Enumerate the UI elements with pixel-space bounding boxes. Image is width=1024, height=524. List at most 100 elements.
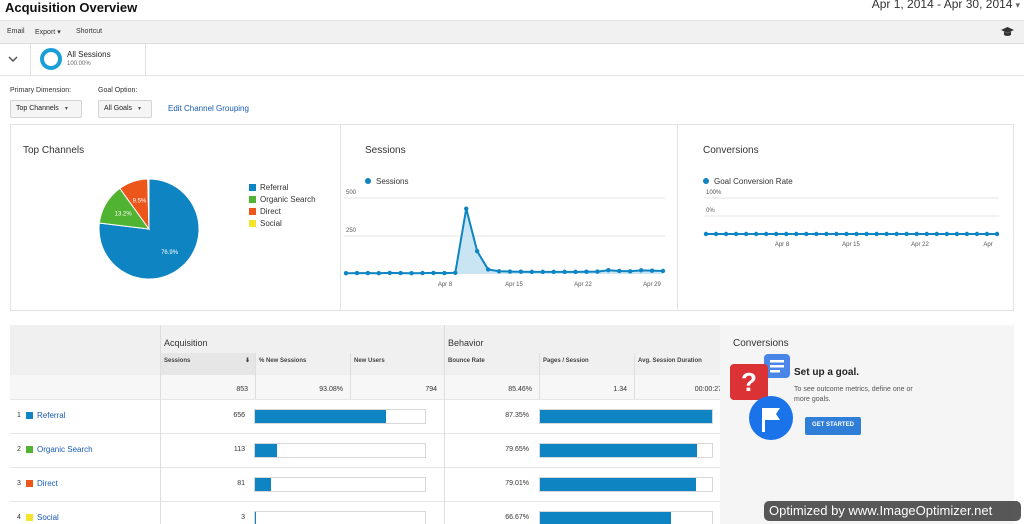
channel-link[interactable]: Direct [37,479,58,488]
data-point[interactable] [660,268,666,274]
data-point[interactable] [606,268,611,273]
column-header-bounce-rate[interactable]: Bounce Rate [444,353,539,375]
data-point[interactable] [518,269,524,274]
data-point[interactable] [649,268,655,273]
data-point[interactable] [343,271,349,276]
data-point[interactable] [924,231,929,237]
data-point[interactable] [713,231,719,237]
row-swatch [26,412,33,419]
date-range-picker[interactable]: Apr 1, 2014 - Apr 30, 2014 ▾ [872,0,1020,11]
data-point[interactable] [638,268,644,273]
data-point[interactable] [584,269,589,274]
data-point[interactable] [954,231,960,237]
data-point[interactable] [874,231,879,237]
sessions-value: 81 [237,480,245,487]
svg-text:?: ? [741,367,757,397]
column-header-pages-session[interactable]: Pages / Session [539,353,634,375]
column-header-avg-duration[interactable]: Avg. Session Duration [634,353,720,375]
edit-channel-grouping-link[interactable]: Edit Channel Grouping [168,104,249,113]
chevron-down-icon[interactable] [6,53,20,65]
data-point[interactable] [733,231,739,237]
data-point[interactable] [794,231,799,237]
primary-dimension-dropdown[interactable]: Top Channels ▾ [10,100,82,118]
data-point[interactable] [764,231,769,237]
goal-option-dropdown[interactable]: All Goals ▾ [98,100,152,118]
data-point[interactable] [365,270,371,276]
column-divider [160,325,161,524]
column-header-new-users[interactable]: New Users [350,353,444,375]
channel-link[interactable]: Social [37,513,59,522]
data-point[interactable] [784,231,789,237]
data-point[interactable] [529,269,535,275]
data-point[interactable] [914,231,919,237]
data-point[interactable] [774,231,779,237]
data-point[interactable] [474,249,480,254]
data-point[interactable] [485,267,491,272]
data-point[interactable] [496,269,502,274]
data-point[interactable] [884,231,889,237]
data-point[interactable] [824,231,829,237]
data-point[interactable] [551,269,556,275]
data-point[interactable] [934,231,939,237]
bounce-rate-value: 79.65% [505,446,529,453]
data-point[interactable] [703,231,709,237]
data-point[interactable] [628,269,633,274]
export-button[interactable]: Export ▾ [35,28,61,36]
data-point[interactable] [617,268,622,274]
graduation-cap-icon[interactable] [1001,26,1014,38]
sessions-value: 113 [233,446,245,453]
data-point[interactable] [398,270,403,276]
data-point[interactable] [974,231,980,237]
data-point[interactable] [984,231,990,237]
data-point[interactable] [431,270,436,276]
channel-link[interactable]: Organic Search [37,445,93,454]
data-point[interactable] [354,270,360,276]
data-point[interactable] [453,270,458,275]
data-point[interactable] [834,231,839,237]
column-header-new-sessions[interactable]: % New Sessions [255,353,350,375]
data-point[interactable] [814,231,819,237]
data-point[interactable] [420,270,425,276]
data-point[interactable] [964,231,970,237]
data-point[interactable] [723,231,729,237]
sessions-bar-fill [255,410,386,423]
table-header-blank [10,353,160,375]
legend-swatch [249,184,256,191]
data-point[interactable] [387,270,392,276]
get-started-button[interactable]: GET STARTED [805,417,861,435]
pie-slice-referral[interactable] [98,178,200,280]
series-line [345,208,664,275]
data-point[interactable] [844,231,849,237]
data-point[interactable] [442,270,447,276]
data-point[interactable] [595,269,600,274]
column-header-sessions[interactable]: Sessions ⬇ [160,353,255,375]
pie-slice-social[interactable] [147,178,150,230]
data-point[interactable] [753,231,759,237]
data-point[interactable] [507,269,513,274]
data-point[interactable] [804,231,809,237]
data-point[interactable] [894,231,899,237]
sessions-bar-fill [255,512,256,524]
channel-link[interactable]: Referral [37,411,66,420]
behavior-group-header: Behavior [444,325,730,353]
data-point[interactable] [540,269,545,275]
email-button[interactable]: Email [7,28,25,35]
shortcut-button[interactable]: Shortcut [76,28,103,35]
total-sessions: 853 [236,386,248,393]
data-point[interactable] [864,231,869,237]
data-point[interactable] [562,269,567,275]
data-point[interactable] [573,269,578,275]
top-channels-title: Top Channels [23,145,85,156]
data-point[interactable] [904,231,909,237]
x-tick-label: Apr [983,242,992,248]
data-point[interactable] [743,231,749,237]
total-new-users: 794 [425,386,437,393]
data-point[interactable] [944,231,950,237]
goal-setup-description: To see outcome metrics, define one or mo… [794,386,913,403]
data-point[interactable] [464,206,469,211]
data-point[interactable] [854,231,859,237]
data-point[interactable] [376,271,381,276]
data-point[interactable] [409,271,414,276]
data-point[interactable] [994,231,1000,237]
segment-name[interactable]: All Sessions [67,50,111,59]
